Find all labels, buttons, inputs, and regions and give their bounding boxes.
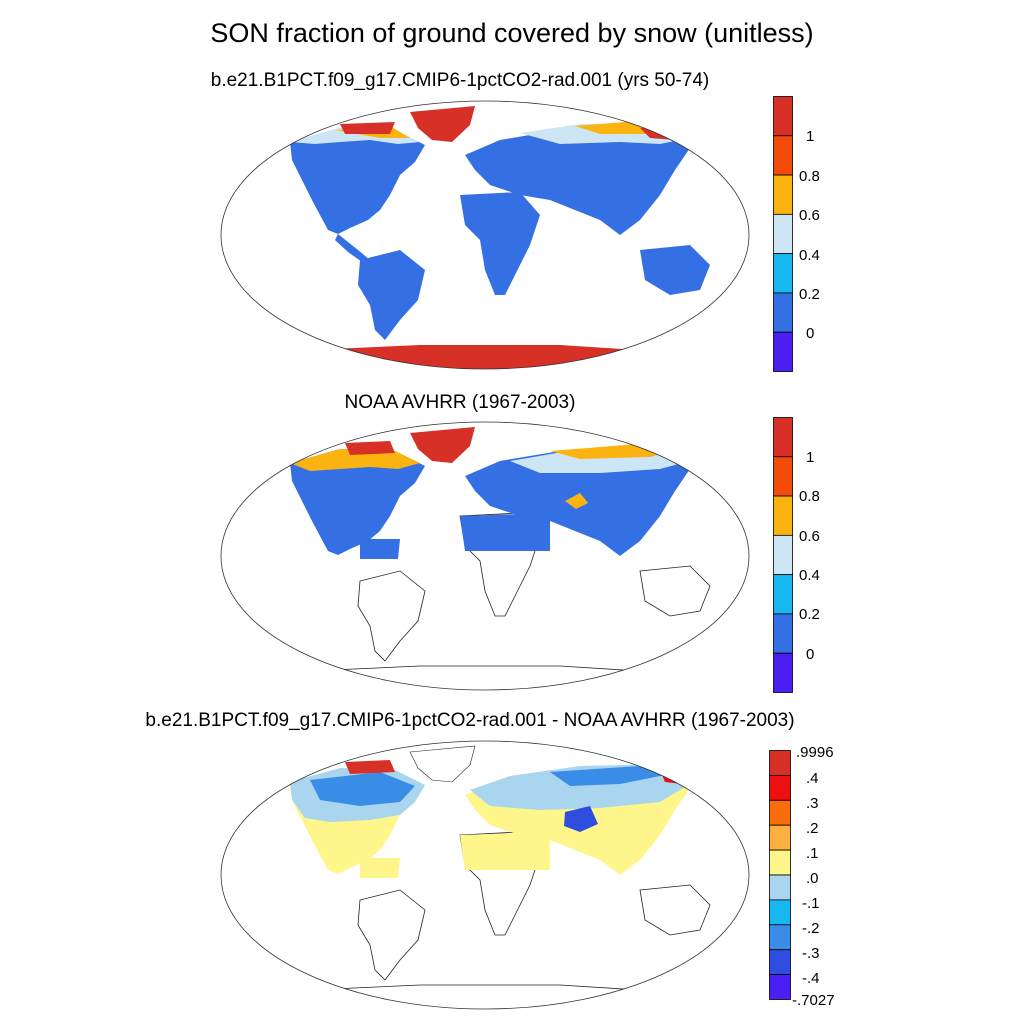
eurasia [465,126,690,235]
australia [640,245,710,295]
colorbar-block [773,331,793,372]
cb1-tick: 0.4 [799,247,820,264]
cb1-tick: 0.2 [799,286,820,303]
panel-1-colorbar [773,96,793,372]
colorbar-block [769,774,791,801]
colorbar-block [773,213,793,255]
colorbar-block [773,96,793,137]
cb2-tick: 0.6 [799,528,820,545]
colorbar-block [773,417,793,458]
cb3-tick: -.7027 [792,992,835,1009]
cb2-tick: 0.8 [799,488,820,505]
colorbar-block [769,899,791,926]
panel-1-map [220,100,750,370]
panel-2-map [220,421,750,691]
cb1-tick: 1 [806,128,815,145]
colorbar-block [773,135,793,176]
panel-3-title: b.e21.B1PCT.f09_g17.CMIP6-1pctCO2-rad.00… [145,710,795,731]
cb3-tick: -.3 [802,945,820,962]
cb3-tick: .0 [806,870,819,887]
cb3-tick: -.4 [802,970,820,987]
colorbar-block [773,534,793,576]
antarctica [221,345,749,369]
africa [460,192,540,295]
cb2-tick: 0 [806,646,815,663]
panel-2-title: NOAA AVHRR (1967-2003) [344,392,576,413]
cb1-tick: 0 [806,325,815,342]
panel-1-title: b.e21.B1PCT.f09_g17.CMIP6-1pctCO2-rad.00… [210,70,710,91]
cb1-tick: 0.6 [799,207,820,224]
main-title: SON fraction of ground covered by snow (… [210,18,814,48]
north-america [290,128,425,234]
colorbar-block [769,949,791,975]
south-america [358,250,425,340]
panel-2-colorbar [773,417,793,693]
colorbar-block [773,613,793,654]
cb3-tick: .9996 [796,744,834,761]
colorbar-block [773,456,793,497]
colorbar-block [769,924,791,951]
colorbar-block [773,574,793,615]
cb3-tick: .3 [806,795,819,812]
colorbar-block [773,652,793,693]
colorbar-block [769,849,791,876]
cb3-tick: -.2 [802,920,820,937]
cb2-tick: 1 [806,449,815,466]
colorbar-block [769,824,791,851]
panel-1-colorbar-blocks [773,96,793,372]
greenland [410,106,475,142]
colorbar-block [769,750,791,776]
colorbar-block [769,874,791,901]
panel-3-colorbar-blocks [769,750,791,1000]
cb2-tick: 0.2 [799,606,820,623]
cb3-tick: .2 [806,820,819,837]
colorbar-block [773,174,793,215]
cb3-tick: .1 [806,845,819,862]
cb1-tick: 0.8 [799,168,820,185]
cb3-tick: .4 [806,770,819,787]
panel-3-map [220,740,750,1010]
colorbar-block [773,495,793,536]
cb2-tick: 0.4 [799,567,820,584]
panel-3-colorbar [769,750,791,1000]
colorbar-block [773,292,793,333]
colorbar-block [769,974,791,1000]
panel-2-colorbar-blocks [773,417,793,693]
colorbar-block [773,253,793,294]
colorbar-block [769,799,791,826]
cb3-tick: -.1 [802,895,820,912]
